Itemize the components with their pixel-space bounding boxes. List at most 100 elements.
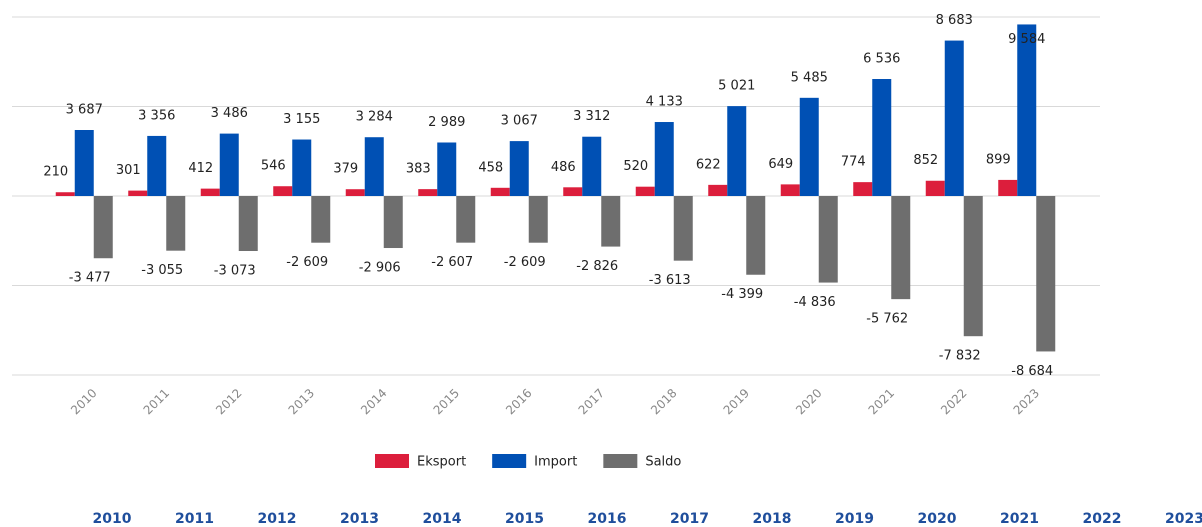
bar [364,137,384,196]
footer-year: 2015 [505,511,544,527]
bar [746,196,766,275]
bar [200,188,220,196]
bar [238,196,258,252]
x-tick-label: 2011 [141,386,172,417]
data-label: -3 055 [141,263,183,278]
bar [1017,24,1037,197]
data-label: 301 [116,163,141,178]
bar [147,135,167,196]
x-tick-label: 2020 [793,386,824,417]
bar [383,196,403,249]
data-label: 4 133 [646,95,683,110]
bar [273,186,293,196]
legend-label: Import [534,455,577,470]
data-label: -2 609 [286,255,328,270]
footer-year: 2013 [340,511,379,527]
bar [456,196,476,243]
bar [998,179,1018,196]
data-label: -2 609 [504,255,546,270]
data-label: 458 [478,160,503,175]
data-label: 486 [551,160,576,175]
x-tick-label: 2013 [286,386,317,417]
x-tick-label: 2018 [648,386,679,417]
footer-year: 2023 [1165,511,1202,527]
data-label: 546 [261,159,286,174]
data-label: -5 762 [866,312,908,327]
footer-year: 2020 [918,511,957,527]
data-label: 8 683 [936,13,973,28]
legend-label: Eksport [417,455,466,470]
data-label: -8 684 [1011,364,1053,379]
data-label: -3 477 [69,271,111,286]
data-label: 383 [406,162,431,177]
data-label: 3 687 [66,103,103,118]
bar [166,196,186,251]
bar [963,196,983,337]
data-label: 3 486 [211,106,248,121]
data-label: -2 607 [431,255,473,270]
footer-year: 2012 [258,511,297,527]
bar [872,79,892,196]
bar [528,196,548,243]
bar [582,136,602,196]
data-label: 9 584 [1008,32,1045,47]
data-label: 412 [188,161,213,176]
data-label: 649 [768,157,793,172]
bar [727,106,747,196]
bar [74,130,94,196]
data-label: 622 [696,157,721,172]
data-label: 2 989 [428,115,465,130]
bar [509,141,529,196]
x-tick-label: 2012 [213,386,244,417]
bar [818,196,838,283]
x-tick-label: 2010 [68,386,99,417]
footer-year: 2011 [175,511,214,527]
x-tick-label: 2017 [576,386,607,417]
bar [128,190,148,196]
bar [654,122,674,196]
data-label: -2 826 [576,259,618,274]
legend-swatch [492,454,527,468]
bar [601,196,621,247]
bar [1036,196,1056,352]
footer-year: 2014 [423,511,462,527]
data-label: 3 067 [501,114,538,129]
bar [925,180,945,196]
legend-label: Saldo [645,455,681,470]
data-label: 774 [841,155,866,170]
data-label: 520 [623,159,648,174]
bar [853,182,873,196]
bar [292,139,312,196]
data-label: 3 312 [573,109,610,124]
x-tick-label: 2014 [358,386,389,417]
data-label: -3 613 [649,273,691,288]
footer-year: 2010 [93,511,132,527]
footer-year: 2017 [670,511,709,527]
x-tick-label: 2022 [938,386,969,417]
data-label: 210 [43,165,68,180]
data-label: -4 399 [721,287,763,302]
x-tick-label: 2023 [1011,386,1042,417]
bar [673,196,693,261]
data-label: 3 284 [356,110,393,125]
bar [345,189,365,196]
bar [799,97,819,196]
x-tick-label: 2019 [721,386,752,417]
bar [635,186,655,196]
legend-swatch [603,454,638,468]
data-label: 3 356 [138,108,175,123]
bar [708,184,728,196]
bar [437,142,457,196]
x-tick-label: 2015 [431,386,462,417]
data-label: 379 [333,162,358,177]
footer-year: 2022 [1083,511,1122,527]
bar [93,196,113,259]
bar [944,40,964,197]
x-tick-label: 2016 [503,386,534,417]
bar [563,187,583,196]
legend-swatch [375,454,409,468]
data-label: 5 021 [718,79,755,94]
data-label: 852 [913,153,938,168]
data-label: 899 [986,152,1011,167]
